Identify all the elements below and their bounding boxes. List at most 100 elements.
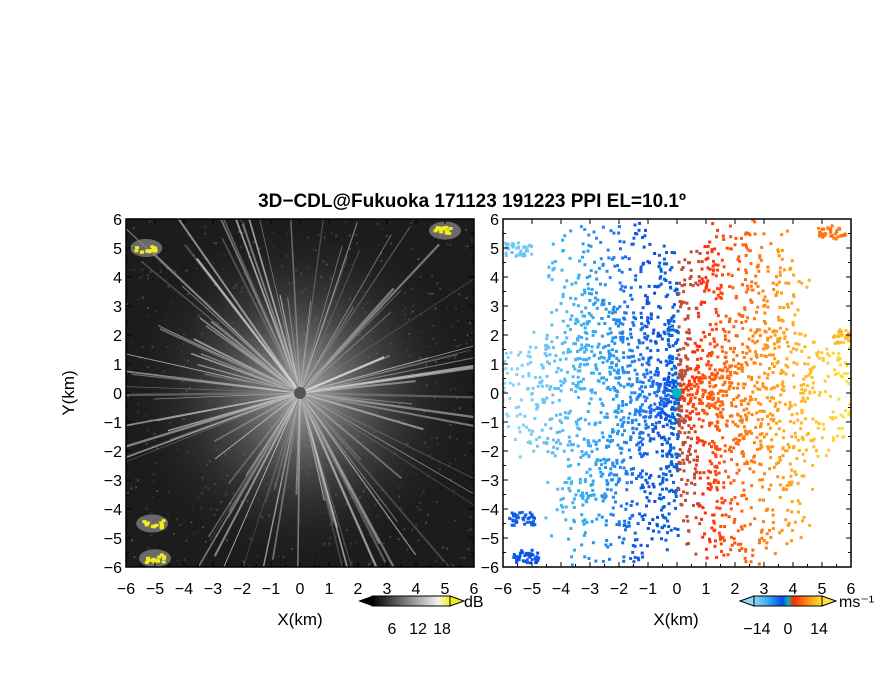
velocity-pixel xyxy=(680,451,684,455)
velocity-pixel xyxy=(752,470,756,474)
velocity-pixel xyxy=(599,240,603,244)
velocity-pixel xyxy=(528,561,532,565)
velocity-pixel xyxy=(722,553,726,557)
velocity-pixel xyxy=(594,463,598,467)
velocity-pixel xyxy=(838,341,842,344)
velocity-pixel xyxy=(711,392,715,396)
velocity-pixel xyxy=(796,499,800,503)
velocity-pixel xyxy=(723,380,727,384)
velocity-pixel xyxy=(586,440,590,444)
velocity-pixel xyxy=(701,348,705,352)
noise-pixel xyxy=(469,441,472,444)
velocity-pixel xyxy=(782,389,786,393)
velocity-pixel xyxy=(563,481,567,485)
strong-echo-pixel xyxy=(161,556,166,560)
velocity-pixel xyxy=(556,366,560,370)
velocity-pixel xyxy=(686,343,690,347)
velocity-pixel xyxy=(595,291,598,295)
velocity-pixel xyxy=(730,404,734,408)
velocity-pixel xyxy=(801,452,805,456)
velocity-pixel xyxy=(655,522,659,526)
velocity-pixel xyxy=(696,348,700,352)
velocity-pixel xyxy=(617,359,621,363)
velocity-pixel xyxy=(705,412,709,416)
velocity-pixel xyxy=(716,355,720,359)
velocity-pixel xyxy=(678,369,682,373)
velocity-pixel xyxy=(714,307,718,311)
velocity-pixel xyxy=(704,547,708,551)
velocity-pixel xyxy=(681,458,685,462)
velocity-pixel xyxy=(495,375,498,378)
noise-pixel xyxy=(456,305,459,308)
velocity-pixel xyxy=(645,325,649,329)
velocity-pixel xyxy=(686,314,690,318)
velocity-pixel xyxy=(724,513,728,517)
echo-ray xyxy=(298,392,381,544)
velocity-pixel xyxy=(526,362,530,366)
velocity-pixel xyxy=(827,448,831,452)
velocity-pixel xyxy=(582,288,586,292)
velocity-pixel xyxy=(622,524,626,528)
y-tick-label: −3 xyxy=(104,473,122,490)
noise-pixel xyxy=(151,496,154,499)
velocity-pixel xyxy=(499,408,502,411)
echo-ray xyxy=(126,392,301,463)
velocity-pixel xyxy=(671,324,674,328)
velocity-pixel xyxy=(599,257,603,261)
velocity-pixel xyxy=(674,380,678,384)
velocity-pixel xyxy=(615,307,619,311)
velocity-pixel xyxy=(758,462,762,466)
velocity-pixel xyxy=(610,365,614,369)
velocity-pixel xyxy=(786,344,790,348)
x-tick-label: −6 xyxy=(494,581,512,598)
velocity-pixel xyxy=(672,364,676,368)
velocity-pixel xyxy=(612,305,616,309)
velocity-pixel xyxy=(613,264,617,268)
velocity-pixel xyxy=(619,335,623,339)
velocity-pixel xyxy=(683,369,687,373)
velocity-pixel xyxy=(716,426,720,430)
velocity-pixel xyxy=(716,314,720,318)
velocity-pixel xyxy=(859,331,862,334)
velocity-pixel xyxy=(647,499,651,503)
velocity-pixel xyxy=(675,455,679,459)
velocity-pixel xyxy=(674,287,678,291)
velocity-pixel xyxy=(503,386,506,390)
colorbar-max-arrow xyxy=(449,595,466,607)
velocity-pixel xyxy=(676,348,679,352)
y-axis-title: Y(km) xyxy=(59,370,78,415)
velocity-pixel xyxy=(614,349,618,353)
velocity-pixel xyxy=(751,554,755,557)
velocity-pixel xyxy=(520,549,524,553)
noise-pixel xyxy=(401,229,404,232)
velocity-pixel xyxy=(777,280,781,284)
velocity-pixel xyxy=(670,407,674,411)
velocity-pixel xyxy=(682,519,686,523)
velocity-pixel xyxy=(614,491,618,495)
velocity-pixel xyxy=(685,301,689,305)
velocity-pixel xyxy=(589,388,593,392)
noise-pixel xyxy=(462,463,465,466)
velocity-pixel xyxy=(656,315,660,319)
velocity-pixel xyxy=(629,293,633,297)
velocity-pixel xyxy=(619,418,623,422)
velocity-pixel xyxy=(697,260,701,264)
velocity-pixel xyxy=(620,447,624,451)
velocity-pixel xyxy=(619,338,623,342)
velocity-pixel xyxy=(758,409,762,413)
velocity-pixel xyxy=(718,411,722,415)
velocity-pixel xyxy=(724,351,728,355)
velocity-pixel xyxy=(590,390,594,394)
noise-pixel xyxy=(197,236,200,239)
echo-ray xyxy=(299,354,458,394)
velocity-pixel xyxy=(697,275,701,279)
velocity-pixel xyxy=(548,353,552,357)
velocity-pixel xyxy=(769,417,773,421)
velocity-pixel xyxy=(644,478,648,482)
velocity-pixel xyxy=(599,351,602,355)
velocity-pixel xyxy=(530,548,534,552)
echo-ray xyxy=(280,392,301,484)
strong-echo-pixel xyxy=(153,249,158,253)
velocity-pixel xyxy=(774,432,778,436)
velocity-pixel xyxy=(800,281,804,285)
